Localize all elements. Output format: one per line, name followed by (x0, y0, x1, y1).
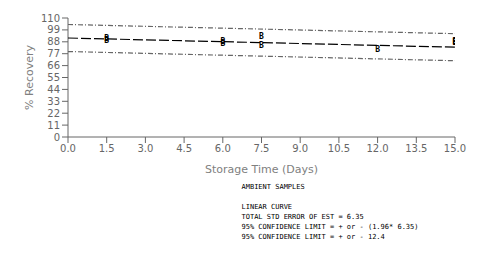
svg-text:4.5: 4.5 (176, 143, 192, 154)
svg-text:0: 0 (54, 132, 60, 143)
svg-text:33: 33 (47, 96, 60, 107)
svg-text:0.0: 0.0 (60, 143, 76, 154)
svg-text:15.0: 15.0 (444, 143, 466, 154)
svg-text:6.0: 6.0 (215, 143, 231, 154)
svg-text:B: B (104, 34, 109, 43)
svg-text:99: 99 (47, 24, 60, 35)
svg-text:1.5: 1.5 (99, 143, 115, 154)
svg-text:88: 88 (47, 36, 60, 47)
svg-text:77: 77 (47, 48, 60, 59)
svg-text:10.5: 10.5 (328, 143, 350, 154)
html-text:AMBIENT SAMPLES: AMBIENT SAMPLES (241, 183, 305, 191)
svg-text:66: 66 (47, 60, 60, 71)
svg-text:110: 110 (41, 13, 60, 24)
svg-text:B: B (259, 32, 264, 41)
svg-text:22: 22 (47, 108, 60, 119)
svg-text:44: 44 (47, 84, 60, 95)
svg-text:3.0: 3.0 (137, 143, 153, 154)
html-text:TOTAL STD ERROR OF EST = 6.35: TOTAL STD ERROR OF EST = 6.35 (241, 213, 364, 221)
html-text:95% CONFIDENCE LIMIT = + or -: 95% CONFIDENCE LIMIT = + or - (1.96* 6.3… (241, 223, 419, 231)
html-text:95% CONFIDENCE LIMIT = + or -: 95% CONFIDENCE LIMIT = + or - 12.4 (241, 233, 385, 241)
svg-text:7.5: 7.5 (254, 143, 270, 154)
svg-text:9.0: 9.0 (292, 143, 308, 154)
svg-text:B: B (453, 37, 455, 46)
svg-text:12.0: 12.0 (366, 143, 388, 154)
svg-text:B: B (375, 45, 380, 54)
svg-text:55: 55 (47, 72, 60, 83)
svg-text:Storage Time (Days): Storage Time (Days) (205, 163, 318, 176)
svg-text:% Recovery: % Recovery (23, 45, 36, 110)
html-text:LINEAR CURVE: LINEAR CURVE (241, 203, 293, 211)
svg-text:B: B (220, 39, 225, 48)
svg-text:13.5: 13.5 (405, 143, 427, 154)
svg-text:B: B (259, 41, 264, 50)
svg-text:11: 11 (47, 120, 60, 131)
